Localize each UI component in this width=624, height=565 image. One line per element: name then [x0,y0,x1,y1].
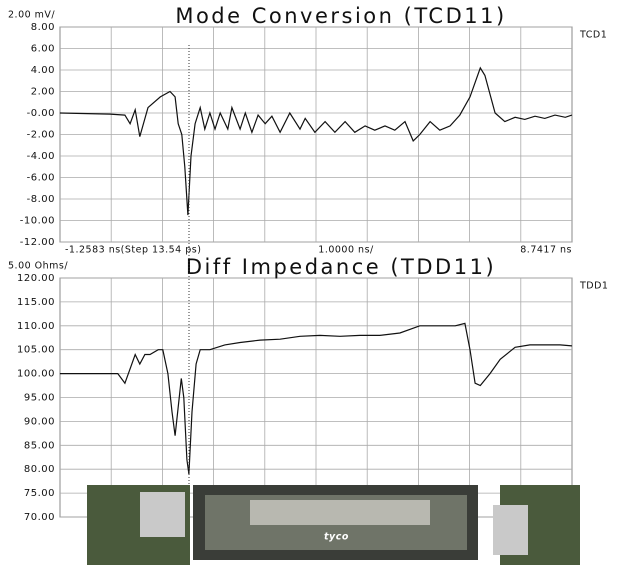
y-tick-label: 8.00 [31,22,55,33]
y-tick-label: 115.00 [17,297,55,308]
chart-title: Mode Conversion (TCD11) [175,4,506,28]
trace [59,322,572,475]
y-tick-label: -2.00 [27,130,55,141]
trace-label: TDD1 [579,281,608,292]
photos: tyco [87,485,580,565]
y-tick-label: 4.00 [31,65,55,76]
y-tick-label: 105.00 [17,345,55,356]
y-tick-label: 6.00 [31,44,55,55]
y-tick-label: -0.00 [27,108,55,119]
y-tick-label: 75.00 [24,488,55,499]
y-scale-label: 2.00 mV/ [8,10,55,21]
y-tick-label: 80.00 [24,464,55,475]
y-tick-label: 90.00 [24,416,55,427]
y-tick-label: 95.00 [24,393,55,404]
y-tick-label: -4.00 [27,151,55,162]
chart-title: Diff Impedance (TDD11) [186,255,496,279]
photo-caption: tyco [324,532,349,543]
x-tick-label: 8.7417 ns [520,245,572,256]
x-tick-label: -1.2583 ns(Step 13.54 ps) [65,245,201,256]
trace-label: TCD1 [579,30,607,41]
y-tick-label: 110.00 [17,321,55,332]
y-scale-label: 5.00 Ohms/ [8,261,68,272]
trace [59,66,573,216]
x-scale-label: 1.0000 ns/ [318,245,374,256]
y-tick-label: -8.00 [27,194,55,205]
charts: 8.00 6.00 4.00 2.00 -0.00 -2.00 -4.00 -6.00 -8.0… [8,4,608,523]
connector [493,505,528,555]
connector [140,492,185,537]
y-tick-label: -6.00 [27,173,55,184]
y-tick-label: -12.00 [20,237,55,248]
y-tick-label: -10.00 [20,216,55,227]
y-tick-label: 100.00 [17,369,55,380]
y-tick-label: 120.00 [17,273,55,284]
y-tick-label: 2.00 [31,87,55,98]
connector-row [250,500,430,525]
y-tick-label: 70.00 [24,512,55,523]
y-tick-label: 85.00 [24,440,55,451]
